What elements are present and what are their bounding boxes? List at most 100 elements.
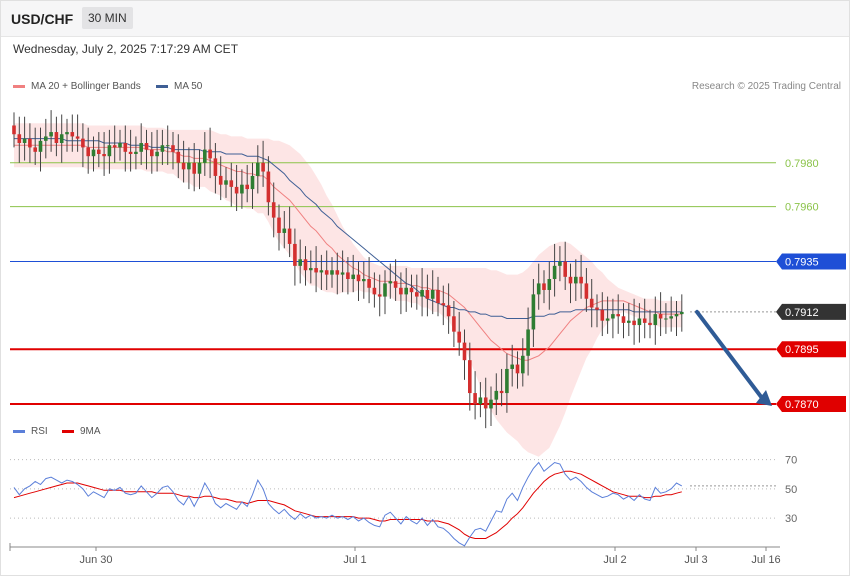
candle-body <box>107 145 112 157</box>
candle-body <box>155 151 159 157</box>
rsi-tick-label: 70 <box>785 455 797 467</box>
candle-body <box>28 138 32 148</box>
candle-body <box>483 397 488 409</box>
level-label-0-7935: 0.7935 <box>785 256 819 268</box>
candle-body <box>33 147 37 152</box>
candle-body <box>245 184 249 190</box>
candle-body <box>362 279 366 282</box>
candle-body <box>49 132 53 137</box>
ma50-legend-label: MA 50 <box>174 81 203 92</box>
candle-body <box>664 318 668 320</box>
candle-body <box>277 217 281 233</box>
candle-body <box>558 261 562 266</box>
candle-body <box>547 279 552 290</box>
candle-body <box>457 331 461 343</box>
candle-body <box>22 138 27 144</box>
candle-body <box>680 311 684 315</box>
level-label-0-7870: 0.7870 <box>785 399 819 411</box>
timeframe-badge[interactable]: 30 MIN <box>82 7 133 29</box>
candle-body <box>542 283 546 290</box>
candle-body <box>568 276 573 284</box>
level-label-0-7912: 0.7912 <box>785 307 819 319</box>
ma20-swatch <box>13 84 25 88</box>
candle-body <box>81 138 85 148</box>
forecast-arrow-shaft <box>695 309 764 401</box>
level-tag-0-7895 <box>776 341 846 358</box>
candle-body <box>621 316 626 323</box>
candle-body <box>12 125 16 135</box>
rsi-ma-legend-label: 9MA <box>80 426 101 437</box>
candle-body <box>266 171 271 203</box>
candle-body <box>324 270 329 275</box>
level-tag-0-7870 <box>776 396 846 413</box>
candle-body <box>494 390 499 400</box>
candle-body <box>187 162 191 170</box>
x-tick-label: Jun 30 <box>79 554 112 566</box>
rsi-legend-9ma: 9MA <box>62 426 101 437</box>
candle-body <box>118 143 122 148</box>
rsi-ma-line <box>13 470 682 539</box>
candle-body <box>627 320 631 323</box>
candle-body <box>393 281 398 288</box>
candle-body <box>658 314 663 319</box>
candle-body <box>611 314 615 319</box>
candle-body <box>75 136 80 139</box>
candle-body <box>478 397 483 405</box>
candle-body <box>436 289 440 304</box>
candle-body <box>218 175 223 185</box>
ma20-legend-label: MA 20 + Bollinger Bands <box>31 81 141 92</box>
candle-body <box>452 316 456 332</box>
rsi-tick-label: 30 <box>785 513 797 525</box>
candle-body <box>139 143 143 152</box>
candle-body <box>579 276 583 284</box>
candle-body <box>229 180 234 187</box>
candle-body <box>388 281 393 284</box>
rsi-ma-swatch <box>62 429 74 433</box>
candle-body <box>473 393 477 405</box>
candle-body <box>128 151 133 154</box>
rsi-line <box>13 461 683 547</box>
candle-body <box>383 283 387 297</box>
symbol-title: USD/CHF <box>11 11 74 27</box>
candle-body <box>91 149 96 157</box>
candle-body <box>144 143 149 150</box>
candle-body <box>584 283 589 299</box>
candle-body <box>605 318 610 321</box>
candle-body <box>298 259 302 266</box>
candle-body <box>287 228 292 244</box>
candle-body <box>653 314 658 326</box>
candle-body <box>563 261 567 277</box>
candle-body <box>192 162 196 174</box>
candle-body <box>208 149 212 159</box>
candle-body <box>314 268 318 273</box>
price-legend-ma20: MA 20 + Bollinger Bands <box>13 81 141 92</box>
candle-body <box>589 298 594 308</box>
candle-body <box>489 399 493 409</box>
candle-body <box>441 303 446 306</box>
candle-body <box>224 180 228 185</box>
candle-body <box>256 162 260 176</box>
candle-body <box>65 132 69 135</box>
candle-body <box>552 265 557 280</box>
candle-body <box>123 143 128 152</box>
candle-body <box>176 151 181 163</box>
candle-body <box>356 274 361 282</box>
candle-body <box>250 175 255 190</box>
candle-body <box>674 314 679 317</box>
candle-body <box>351 274 355 280</box>
candle-body <box>309 268 313 271</box>
rsi-legend-rsi: RSI <box>13 426 48 437</box>
candle-body <box>44 136 48 141</box>
candle-body <box>165 145 170 147</box>
candle-body <box>462 342 467 361</box>
candle-body <box>642 318 647 323</box>
candle-body <box>600 309 605 321</box>
x-tick-label: Jul 3 <box>684 554 707 566</box>
candle-body <box>595 307 599 310</box>
candle-body <box>425 289 430 299</box>
candle-body <box>372 287 377 295</box>
candle-body <box>160 145 165 152</box>
candle-body <box>499 390 504 394</box>
x-tick-label: Jul 2 <box>603 554 626 566</box>
